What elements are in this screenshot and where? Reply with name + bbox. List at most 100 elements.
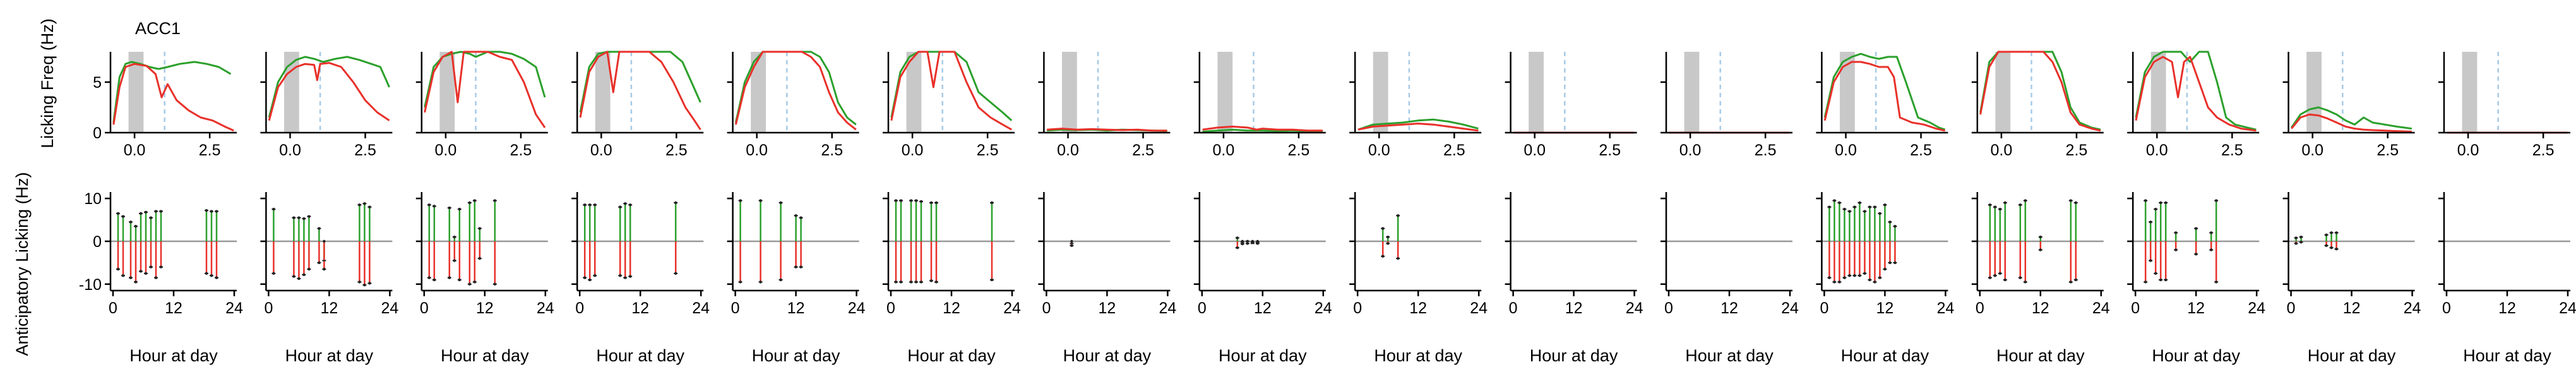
red-stem-end xyxy=(739,280,742,284)
red-stem-end xyxy=(1873,280,1876,284)
licking-trace-red xyxy=(1823,61,1945,132)
red-stem-end xyxy=(318,261,321,265)
licking-trace-red xyxy=(112,63,234,132)
licking-trace-green xyxy=(1357,118,1479,131)
red-stem-end xyxy=(215,276,218,279)
green-stem-end xyxy=(799,216,802,219)
green-stem-end xyxy=(1988,203,1991,207)
panel-11: 0.0 2.5 0 12 24 Hour at day xyxy=(1661,52,1799,365)
bottom-x-tick-label: 24 xyxy=(1936,299,1954,317)
bottom-row-y-axis-label: Anticipatory Licking (Hz) xyxy=(13,172,32,356)
bottom-x-tick-label: 0 xyxy=(575,299,584,317)
bottom-x-axis-label: Hour at day xyxy=(1996,346,2085,365)
red-stem-end xyxy=(358,280,361,284)
bottom-x-tick-label: 12 xyxy=(1409,299,1427,317)
red-stem-end xyxy=(2325,244,2328,247)
red-stem-end xyxy=(139,270,143,273)
red-stem-end xyxy=(899,280,903,284)
green-stem-end xyxy=(1993,205,1996,208)
red-stem-end xyxy=(323,267,326,271)
red-stem-end xyxy=(116,267,120,271)
bottom-x-tick-label: 24 xyxy=(1159,299,1176,317)
bottom-x-tick-label: 0 xyxy=(264,299,273,317)
green-stem-end xyxy=(619,205,622,208)
bottom-x-axis-label: Hour at day xyxy=(1374,346,1462,365)
red-stem-end xyxy=(1988,276,1991,279)
top-y-tick-label: 0 xyxy=(93,124,102,142)
panel-3: 0.0 2.5 0 12 24 Hour at day xyxy=(415,51,554,365)
bottom-x-tick-label: 0 xyxy=(886,299,895,317)
green-stem-end xyxy=(2335,231,2338,234)
green-stem-end xyxy=(210,210,213,213)
top-x-tick-label: 0.0 xyxy=(746,141,768,159)
red-stem-end xyxy=(583,276,587,279)
bottom-x-tick-label: 12 xyxy=(476,299,494,317)
green-stem-end xyxy=(1873,205,1876,208)
top-x-tick-label: 2.5 xyxy=(1288,141,1310,159)
bottom-x-axis-label: Hour at day xyxy=(1063,346,1152,365)
red-stem-end xyxy=(2074,278,2077,282)
cue-window-shading xyxy=(283,52,299,133)
bottom-y-tick-label: 10 xyxy=(84,190,102,208)
green-stem-end xyxy=(448,206,451,210)
green-stem-end xyxy=(2159,201,2162,205)
red-stem-end xyxy=(1878,276,1881,279)
panel-7: 0.0 2.5 0 12 24 Hour at day xyxy=(1038,52,1176,365)
bottom-x-tick-label: 24 xyxy=(1626,299,1643,317)
red-stem-end xyxy=(909,280,913,284)
green-stem-end xyxy=(302,217,306,220)
red-stem-end xyxy=(759,280,762,284)
bottom-x-tick-label: 12 xyxy=(943,299,960,317)
bottom-x-axis-label: Hour at day xyxy=(1685,346,1774,365)
bottom-x-tick-label: 0 xyxy=(1509,299,1518,317)
bottom-x-tick-label: 24 xyxy=(225,299,243,317)
red-stem-end xyxy=(624,276,627,279)
green-stem-end xyxy=(1888,220,1892,224)
green-stem-end xyxy=(1070,239,1073,243)
red-stem-end xyxy=(593,274,597,277)
red-stem-end xyxy=(1863,272,1866,275)
green-stem-end xyxy=(2024,199,2027,202)
bottom-x-axis-label: Hour at day xyxy=(752,346,840,365)
red-stem-end xyxy=(144,272,148,275)
bottom-x-axis-label: Hour at day xyxy=(1530,346,1618,365)
top-x-tick-label: 0.0 xyxy=(1213,141,1235,159)
green-stem-end xyxy=(134,225,138,228)
green-stem-end xyxy=(1998,207,2001,211)
green-stem-end xyxy=(583,203,587,207)
red-stem-end xyxy=(2164,278,2168,282)
green-stem-end xyxy=(739,199,742,202)
red-stem-end xyxy=(2159,278,2162,282)
licking-trace-green xyxy=(112,61,232,123)
green-stem-end xyxy=(1241,239,1244,243)
bottom-x-tick-label: 12 xyxy=(787,299,805,317)
green-stem-end xyxy=(1236,236,1239,239)
green-stem-end xyxy=(1878,212,1881,215)
top-x-tick-label: 2.5 xyxy=(2376,141,2399,159)
bottom-x-tick-label: 0 xyxy=(1664,299,1673,317)
red-stem-end xyxy=(799,265,802,268)
red-stem-end xyxy=(2149,259,2152,262)
red-stem-end xyxy=(588,278,592,282)
panel-15: 0.0 2.5 0 12 24 Hour at day xyxy=(2282,52,2421,365)
top-x-tick-label: 0.0 xyxy=(590,141,612,159)
top-x-tick-label: 2.5 xyxy=(1755,141,1777,159)
red-stem-end xyxy=(1893,261,1897,265)
licking-trace-red xyxy=(268,62,390,122)
red-stem-end xyxy=(1868,278,1871,282)
licking-trace-red xyxy=(2135,56,2257,132)
red-stem-end xyxy=(2144,280,2147,284)
red-stem-end xyxy=(448,276,451,279)
red-stem-end xyxy=(159,265,163,268)
red-stem-end xyxy=(990,278,994,282)
red-stem-end xyxy=(1853,274,1856,277)
panel-grid: 0.0 2.5 0 5 0 12 24 10 0 -10 Hour at day 0.0 2.5 0 12 2… xyxy=(79,51,2576,365)
green-stem-end xyxy=(1838,201,1841,205)
green-stem-end xyxy=(453,236,456,239)
panel-1: 0.0 2.5 0 5 0 12 24 10 0 -10 Hour at day xyxy=(79,52,243,365)
top-x-tick-label: 2.5 xyxy=(2532,141,2555,159)
green-stem-end xyxy=(779,201,782,205)
green-stem-end xyxy=(144,210,148,214)
green-stem-end xyxy=(588,203,592,207)
top-x-tick-label: 2.5 xyxy=(1443,141,1465,159)
